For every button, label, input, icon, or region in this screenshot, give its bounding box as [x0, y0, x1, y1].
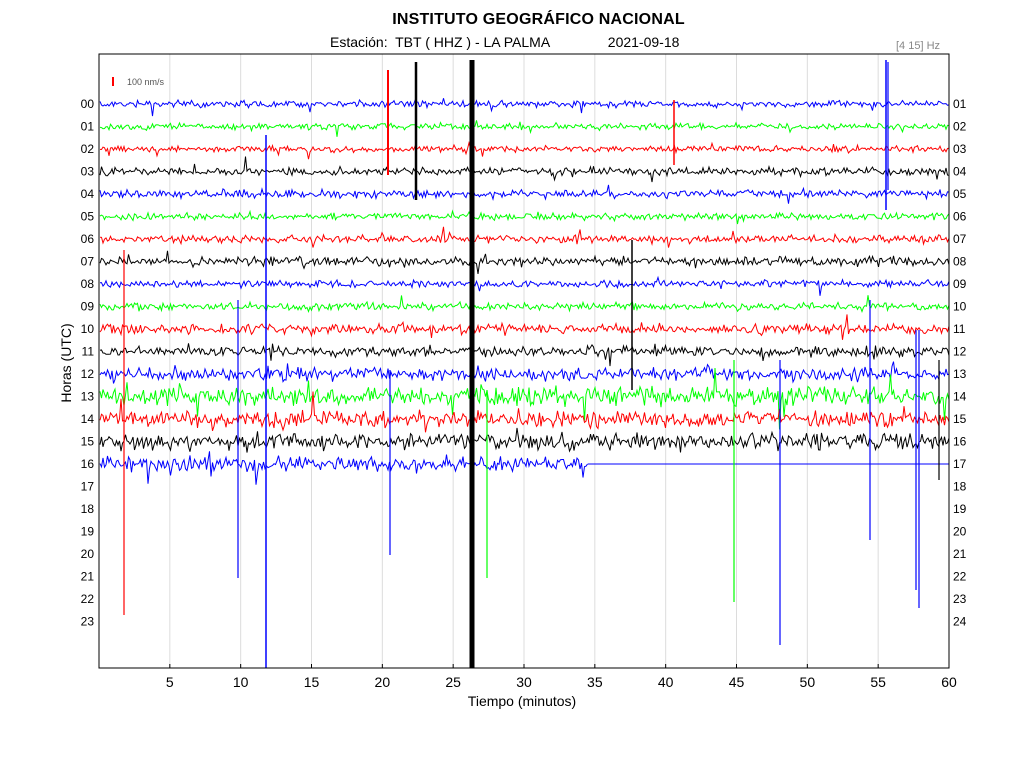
trace-hour-00	[99, 98, 950, 117]
hour-label-left: 06	[81, 232, 95, 246]
hour-label-left: 09	[81, 300, 95, 314]
hour-label-right: 15	[953, 412, 967, 426]
hour-label-right: 11	[953, 322, 966, 336]
hour-label-left: 19	[81, 525, 95, 539]
chart-date: 2021-09-18	[607, 34, 680, 50]
x-tick-label: 40	[658, 674, 674, 690]
hour-label-right: 14	[953, 390, 967, 404]
x-tick-label: 60	[941, 674, 957, 690]
hour-label-right: 09	[953, 277, 967, 291]
x-tick-label: 45	[729, 674, 745, 690]
trace-hour-01	[99, 120, 950, 137]
trace-hour-05	[99, 209, 950, 225]
hour-label-left: 07	[81, 255, 95, 269]
hour-label-right: 17	[953, 457, 967, 471]
hour-label-left: 23	[81, 615, 95, 629]
axis-ticks	[169, 664, 950, 668]
x-tick-label: 20	[375, 674, 391, 690]
axis-labels: 5 10 15 20 25 30 35 40 45 50 55 60 00 01 02 03 04 05 06 07 0…	[81, 97, 967, 690]
trace-group	[99, 98, 950, 485]
hour-label-right: 16	[953, 435, 967, 449]
frequency-band: [4 15] Hz	[896, 40, 941, 52]
hour-label-right: 24	[953, 615, 967, 629]
trace-hour-04	[99, 184, 950, 204]
hour-label-left: 11	[82, 345, 95, 359]
trace-hour-11	[99, 343, 950, 367]
hour-label-right: 07	[953, 232, 967, 246]
trace-hour-08	[99, 275, 950, 296]
hour-label-left: 02	[81, 142, 95, 156]
hour-label-right: 03	[953, 142, 967, 156]
trace-hour-07	[99, 250, 950, 274]
grid-lines	[169, 54, 879, 668]
x-tick-label: 15	[304, 674, 320, 690]
x-tick-label: 10	[233, 674, 249, 690]
hour-label-right: 23	[953, 592, 967, 606]
trace-hour-09	[99, 295, 950, 313]
x-tick-label: 30	[516, 674, 532, 690]
hour-label-right: 21	[953, 547, 967, 561]
event-spikes	[123, 60, 940, 668]
hour-label-left: 03	[81, 165, 95, 179]
hour-label-left: 18	[81, 502, 95, 516]
trace-hour-03	[99, 156, 950, 183]
hour-label-left: 08	[81, 277, 95, 291]
trace-hour-06	[99, 226, 950, 248]
hour-label-right: 01	[953, 97, 967, 111]
hour-label-left: 01	[81, 120, 95, 134]
hour-label-right: 04	[953, 165, 967, 179]
hour-label-left: 16	[81, 457, 95, 471]
hour-label-right: 18	[953, 480, 967, 494]
hour-label-right: 06	[953, 210, 967, 224]
hour-label-right: 20	[953, 525, 967, 539]
hour-label-right: 10	[953, 300, 967, 314]
x-axis-label: Tiempo (minutos)	[468, 693, 576, 709]
trace-hour-13	[99, 367, 950, 430]
x-tick-label: 35	[587, 674, 603, 690]
trace-hour-02	[99, 140, 950, 160]
hour-label-left: 21	[81, 570, 95, 584]
scale-label: 100 nm/s	[127, 77, 165, 87]
hour-label-left: 13	[81, 390, 95, 404]
hour-label-left: 12	[81, 367, 95, 381]
hour-label-right: 22	[953, 570, 967, 584]
hour-label-left: 05	[81, 210, 95, 224]
trace-hour-15	[99, 427, 950, 453]
chart-title: INSTITUTO GEOGRÁFICO NACIONAL	[392, 11, 685, 28]
hour-label-left: 17	[81, 480, 95, 494]
y-axis-label: Horas (UTC)	[58, 323, 74, 402]
hour-label-right: 02	[953, 120, 967, 134]
hour-label-right: 08	[953, 255, 967, 269]
hour-label-right: 19	[953, 502, 967, 516]
hour-label-left: 10	[81, 322, 95, 336]
hour-label-left: 14	[81, 412, 95, 426]
trace-hour-10	[99, 314, 950, 340]
hour-label-left: 15	[81, 435, 95, 449]
hour-label-left: 04	[81, 187, 95, 201]
x-tick-label: 50	[800, 674, 816, 690]
scale-bar	[112, 77, 114, 86]
trace-hour-12	[99, 361, 950, 384]
hour-label-left: 00	[81, 97, 95, 111]
hour-label-left: 20	[81, 547, 95, 561]
station-line: Estación: TBT ( HHZ ) - LA PALMA 2021-09…	[330, 34, 679, 50]
x-tick-label: 25	[445, 674, 461, 690]
x-tick-label: 55	[870, 674, 886, 690]
hour-label-right: 12	[953, 345, 967, 359]
trace-hour-16	[99, 451, 588, 485]
x-tick-label: 5	[166, 674, 174, 690]
hour-label-left: 22	[81, 592, 95, 606]
hour-label-right: 05	[953, 187, 967, 201]
station-label: Estación:	[330, 34, 388, 50]
hour-label-right: 13	[953, 367, 967, 381]
station-name: TBT ( HHZ ) - LA PALMA	[395, 34, 550, 50]
trace-hour-14	[99, 391, 950, 433]
